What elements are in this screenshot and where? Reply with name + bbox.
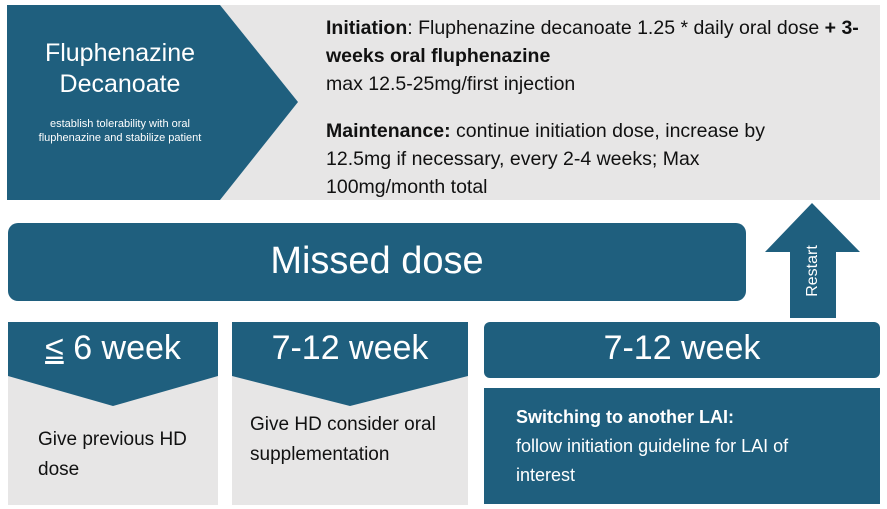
label: Initiation: [326, 17, 408, 39]
bold-text: Switching to another LAI:: [516, 407, 734, 427]
restart: Restart: [804, 245, 821, 297]
column-header: [8, 322, 218, 406]
missed-dose: Missed dose: [270, 240, 484, 282]
text: follow initiation guideline for LAI of i…: [516, 436, 789, 485]
title-arrow: [7, 5, 298, 200]
text: continue initiation dose, increase by 12…: [326, 120, 765, 198]
header: 6 week: [73, 329, 181, 367]
subtitle: establish tolerability with oral fluphen…: [38, 118, 202, 144]
column-header-text: ≤ 6 week: [8, 326, 218, 370]
missed-dose-bar: [8, 223, 746, 301]
symbol: ≤: [45, 329, 64, 367]
restart-arrow: [765, 203, 860, 318]
label: Maintenance:: [326, 120, 451, 142]
column-header-text: 7-12 week: [603, 329, 761, 367]
column-header: [232, 322, 468, 406]
column-header-text: 7-12 week: [271, 329, 429, 367]
column-body: Give previous HD dose: [38, 429, 187, 480]
text: max 12.5-25mg/first injection: [326, 73, 576, 95]
info-box: [220, 5, 880, 200]
column-body: Switching to another LAI: follow initiati…: [516, 403, 816, 490]
column-box: [484, 388, 880, 504]
title: Fluphenazine Decanoate: [44, 39, 196, 98]
column-body: Give HD consider oral supplementation: [250, 414, 436, 465]
initiation: Initiation: Fluphenazine decanoate 1.25 …: [326, 14, 874, 98]
column-header: [484, 322, 880, 378]
maintenance: Maintenance: continue initiation dose, i…: [326, 117, 816, 201]
text: : Fluphenazine decanoate 1.25 * daily or…: [407, 17, 820, 39]
bold-text: + 3-weeks oral fluphenazine: [326, 17, 859, 67]
